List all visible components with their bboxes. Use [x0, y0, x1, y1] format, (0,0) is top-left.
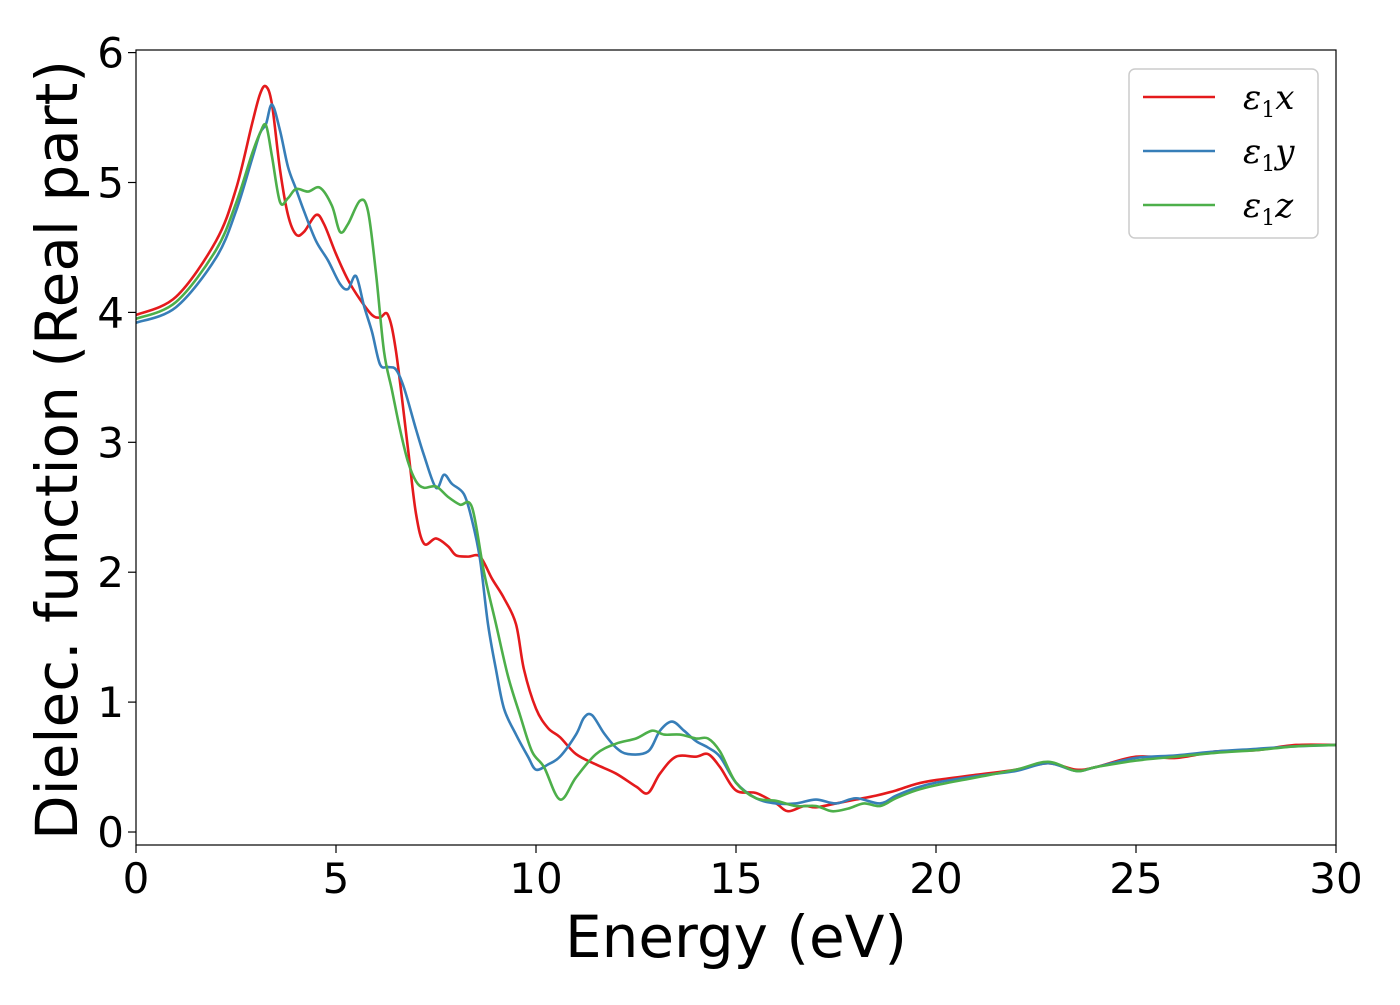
- y-tick-label: 4: [97, 288, 124, 337]
- x-tick-label: 10: [509, 854, 562, 903]
- y-axis: 0 1 2 3 4 5 6: [97, 29, 136, 857]
- legend-box: [1128, 68, 1319, 239]
- series-line-y: [136, 103, 1336, 806]
- legend-label-y: ε1y: [1243, 132, 1295, 177]
- y-tick-label: 2: [97, 548, 124, 597]
- y-tick-label: 5: [97, 159, 124, 208]
- series-line-z: [136, 122, 1336, 813]
- x-tick-label: 30: [1309, 854, 1362, 903]
- series-line-x: [136, 84, 1336, 813]
- series-layer: [136, 84, 1336, 813]
- legend: ε1x ε1y ε1z: [1128, 68, 1319, 239]
- x-axis-title: Energy (eV): [565, 903, 907, 971]
- y-tick-label: 3: [97, 418, 124, 467]
- x-tick-label: 0: [123, 854, 150, 903]
- x-tick-label: 15: [709, 854, 762, 903]
- y-tick-label: 6: [97, 29, 124, 78]
- y-tick-label: 1: [97, 678, 124, 727]
- x-tick-label: 25: [1109, 854, 1162, 903]
- x-tick-label: 5: [323, 854, 350, 903]
- x-axis: 0 5 10 15 20 25 30: [123, 845, 1363, 903]
- y-tick-label: 0: [97, 808, 124, 857]
- legend-label-z: ε1z: [1243, 186, 1294, 231]
- y-axis-title: Dielec. function (Real part): [23, 60, 91, 840]
- legend-label-x: ε1x: [1243, 78, 1294, 123]
- x-tick-label: 20: [909, 854, 962, 903]
